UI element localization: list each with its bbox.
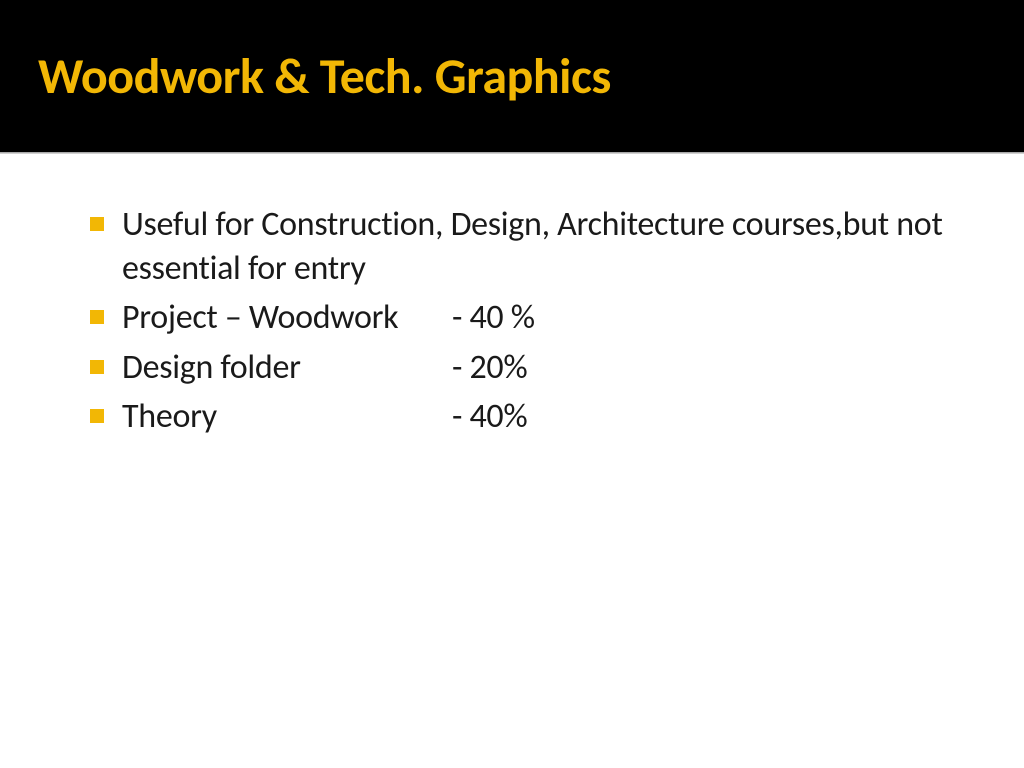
bullet-label: Design folder	[122, 346, 452, 390]
bullet-label: Project – Woodwork	[122, 296, 452, 340]
bullet-item: Design folder - 20%	[90, 346, 954, 390]
bullet-text: Project – Woodwork - 40 %	[122, 296, 535, 340]
bullet-label: Theory	[122, 395, 452, 439]
bullet-item: Theory - 40%	[90, 395, 954, 439]
slide-title: Woodwork & Tech. Graphics	[38, 46, 611, 107]
bullet-text: Theory - 40%	[122, 395, 527, 439]
bullet-item: Project – Woodwork - 40 %	[90, 296, 954, 340]
bullet-marker	[90, 360, 104, 374]
bullet-text: Design folder - 20%	[122, 346, 527, 390]
bullet-marker	[90, 409, 104, 423]
slide-body: Useful for Construction, Design, Archite…	[0, 155, 1024, 439]
bullet-value: - 40 %	[452, 296, 535, 340]
bullet-marker	[90, 310, 104, 324]
bullet-text: Useful for Construction, Design, Archite…	[122, 203, 954, 290]
bullet-value: - 20%	[452, 346, 527, 390]
bullet-item: Useful for Construction, Design, Archite…	[90, 203, 954, 290]
bullet-value: - 40%	[452, 395, 527, 439]
slide-header: Woodwork & Tech. Graphics	[0, 0, 1024, 152]
bullet-marker	[90, 217, 104, 231]
